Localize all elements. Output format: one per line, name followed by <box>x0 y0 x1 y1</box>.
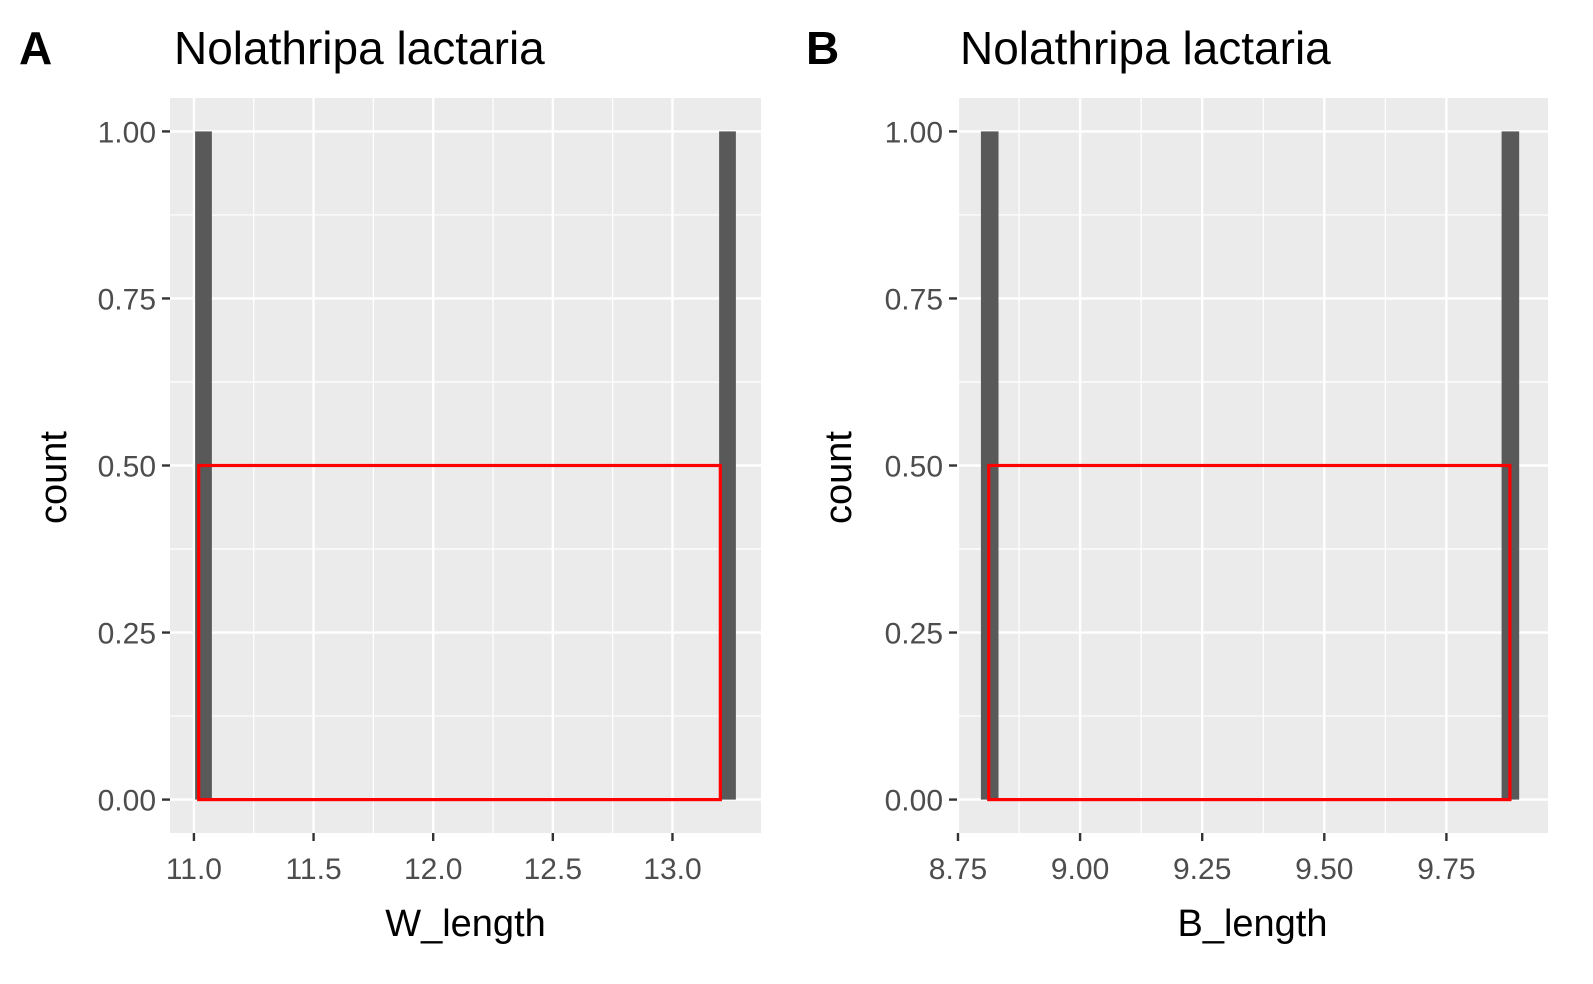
y-tick-label: 1.00 <box>98 116 156 149</box>
highlight-box-layer <box>987 463 1512 802</box>
x-tick-label: 11.0 <box>166 853 222 886</box>
y-axis-title: count <box>818 431 860 524</box>
y-tick-label: 0.25 <box>98 618 156 651</box>
chart-title: Nolathripa lactaria <box>174 22 545 74</box>
x-tick-label: 9.25 <box>1173 853 1231 886</box>
y-tick-label: 0.00 <box>98 785 156 818</box>
x-tick-label: 9.00 <box>1051 853 1109 886</box>
panel-b: B Nolathripa lactaria 0.00 0.25 0.50 0.75 1.… <box>806 22 1548 945</box>
y-tick-label: 0.50 <box>98 451 156 484</box>
axis-ticks: 0.00 0.25 0.50 0.75 1.00 8.75 9.00 9.25 9.50 9.75 <box>885 116 1476 886</box>
y-axis-title: count <box>33 431 75 524</box>
x-tick-label: 12.0 <box>404 853 462 886</box>
y-tick-label: 0.75 <box>98 283 156 316</box>
x-tick-label: 9.75 <box>1417 853 1475 886</box>
histogram-bar <box>719 131 736 800</box>
highlight-box <box>987 463 1512 802</box>
x-axis-title: B_length <box>1177 903 1327 945</box>
x-tick-label: 11.5 <box>285 853 341 886</box>
highlight-box-layer <box>197 463 722 802</box>
x-tick-label: 12.5 <box>524 853 582 886</box>
y-tick-label: 1.00 <box>885 116 943 149</box>
y-tick-label: 0.75 <box>885 283 943 316</box>
x-tick-label: 13.0 <box>643 853 701 886</box>
highlight-box <box>197 463 722 802</box>
x-axis-title: W_length <box>385 903 546 945</box>
y-tick-label: 0.25 <box>885 618 943 651</box>
y-tick-label: 0.50 <box>885 451 943 484</box>
panel-a: A Nolathripa lactaria 0.00 0.25 0.50 0.75 1.… <box>19 22 761 945</box>
x-tick-label: 8.75 <box>929 853 987 886</box>
x-tick-label: 9.50 <box>1295 853 1353 886</box>
axis-ticks: 0.00 0.25 0.50 0.75 1.00 11.0 11.5 12.0 12.5 13.0 <box>98 116 702 886</box>
chart-title: Nolathripa lactaria <box>960 22 1331 74</box>
panel-label: A <box>19 22 52 74</box>
panel-label: B <box>806 22 839 74</box>
y-tick-label: 0.00 <box>885 785 943 818</box>
